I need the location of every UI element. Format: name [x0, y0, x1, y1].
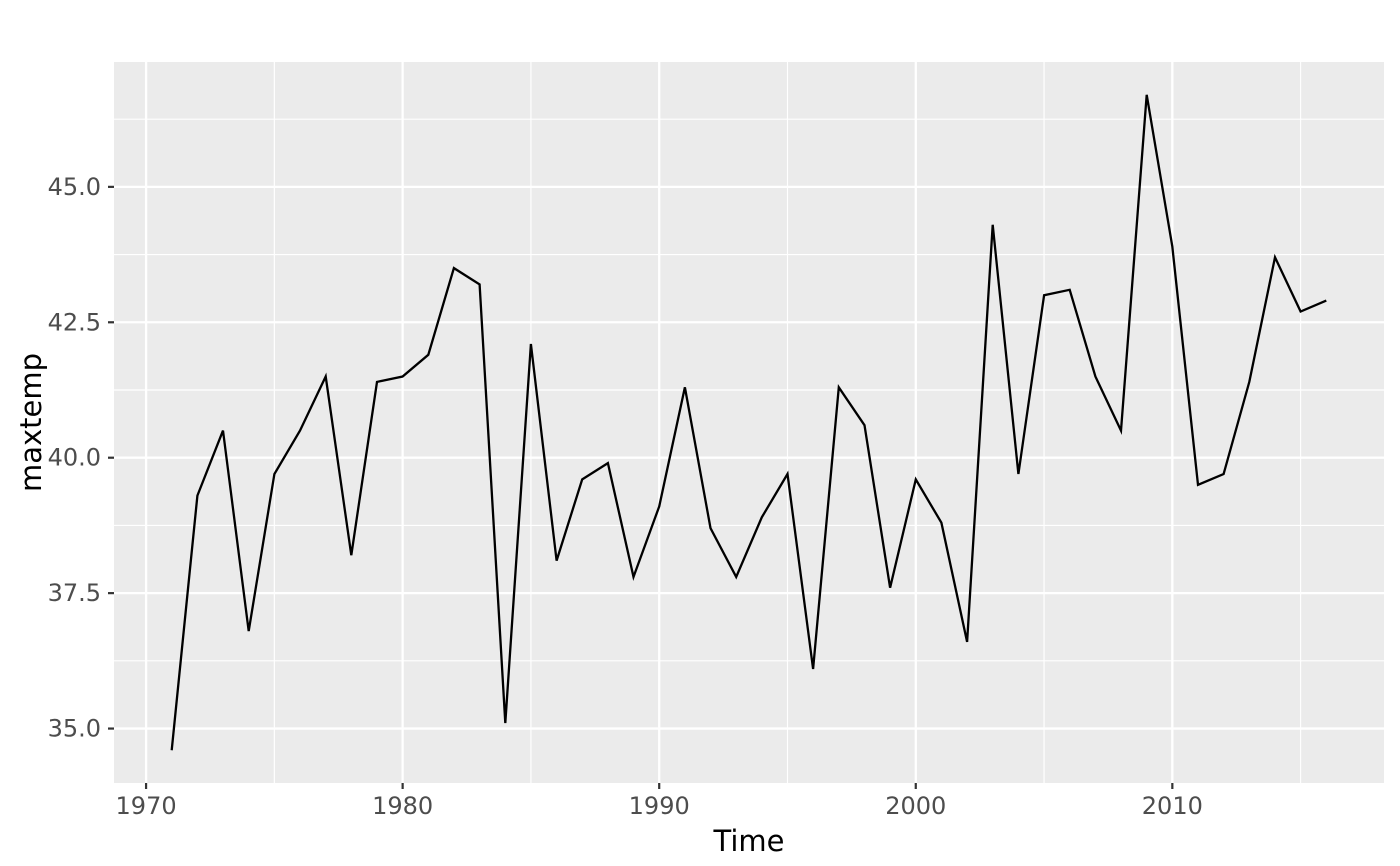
y-tick-label: 37.5 — [48, 579, 101, 607]
y-tick-label: 40.0 — [48, 444, 101, 472]
y-axis-title: maxtemp — [14, 352, 48, 493]
y-tick-label: 42.5 — [48, 308, 101, 336]
x-tick-label: 1970 — [116, 792, 177, 820]
x-tick-label: 1990 — [629, 792, 690, 820]
y-tick-label: 45.0 — [48, 173, 101, 201]
x-axis-title: Time — [713, 824, 785, 858]
y-tick-label: 35.0 — [48, 715, 101, 743]
x-tick-label: 2000 — [885, 792, 946, 820]
x-tick-label: 1980 — [372, 792, 433, 820]
maxtemp-line-series — [170, 94, 1327, 751]
x-tick-label: 2010 — [1142, 792, 1203, 820]
